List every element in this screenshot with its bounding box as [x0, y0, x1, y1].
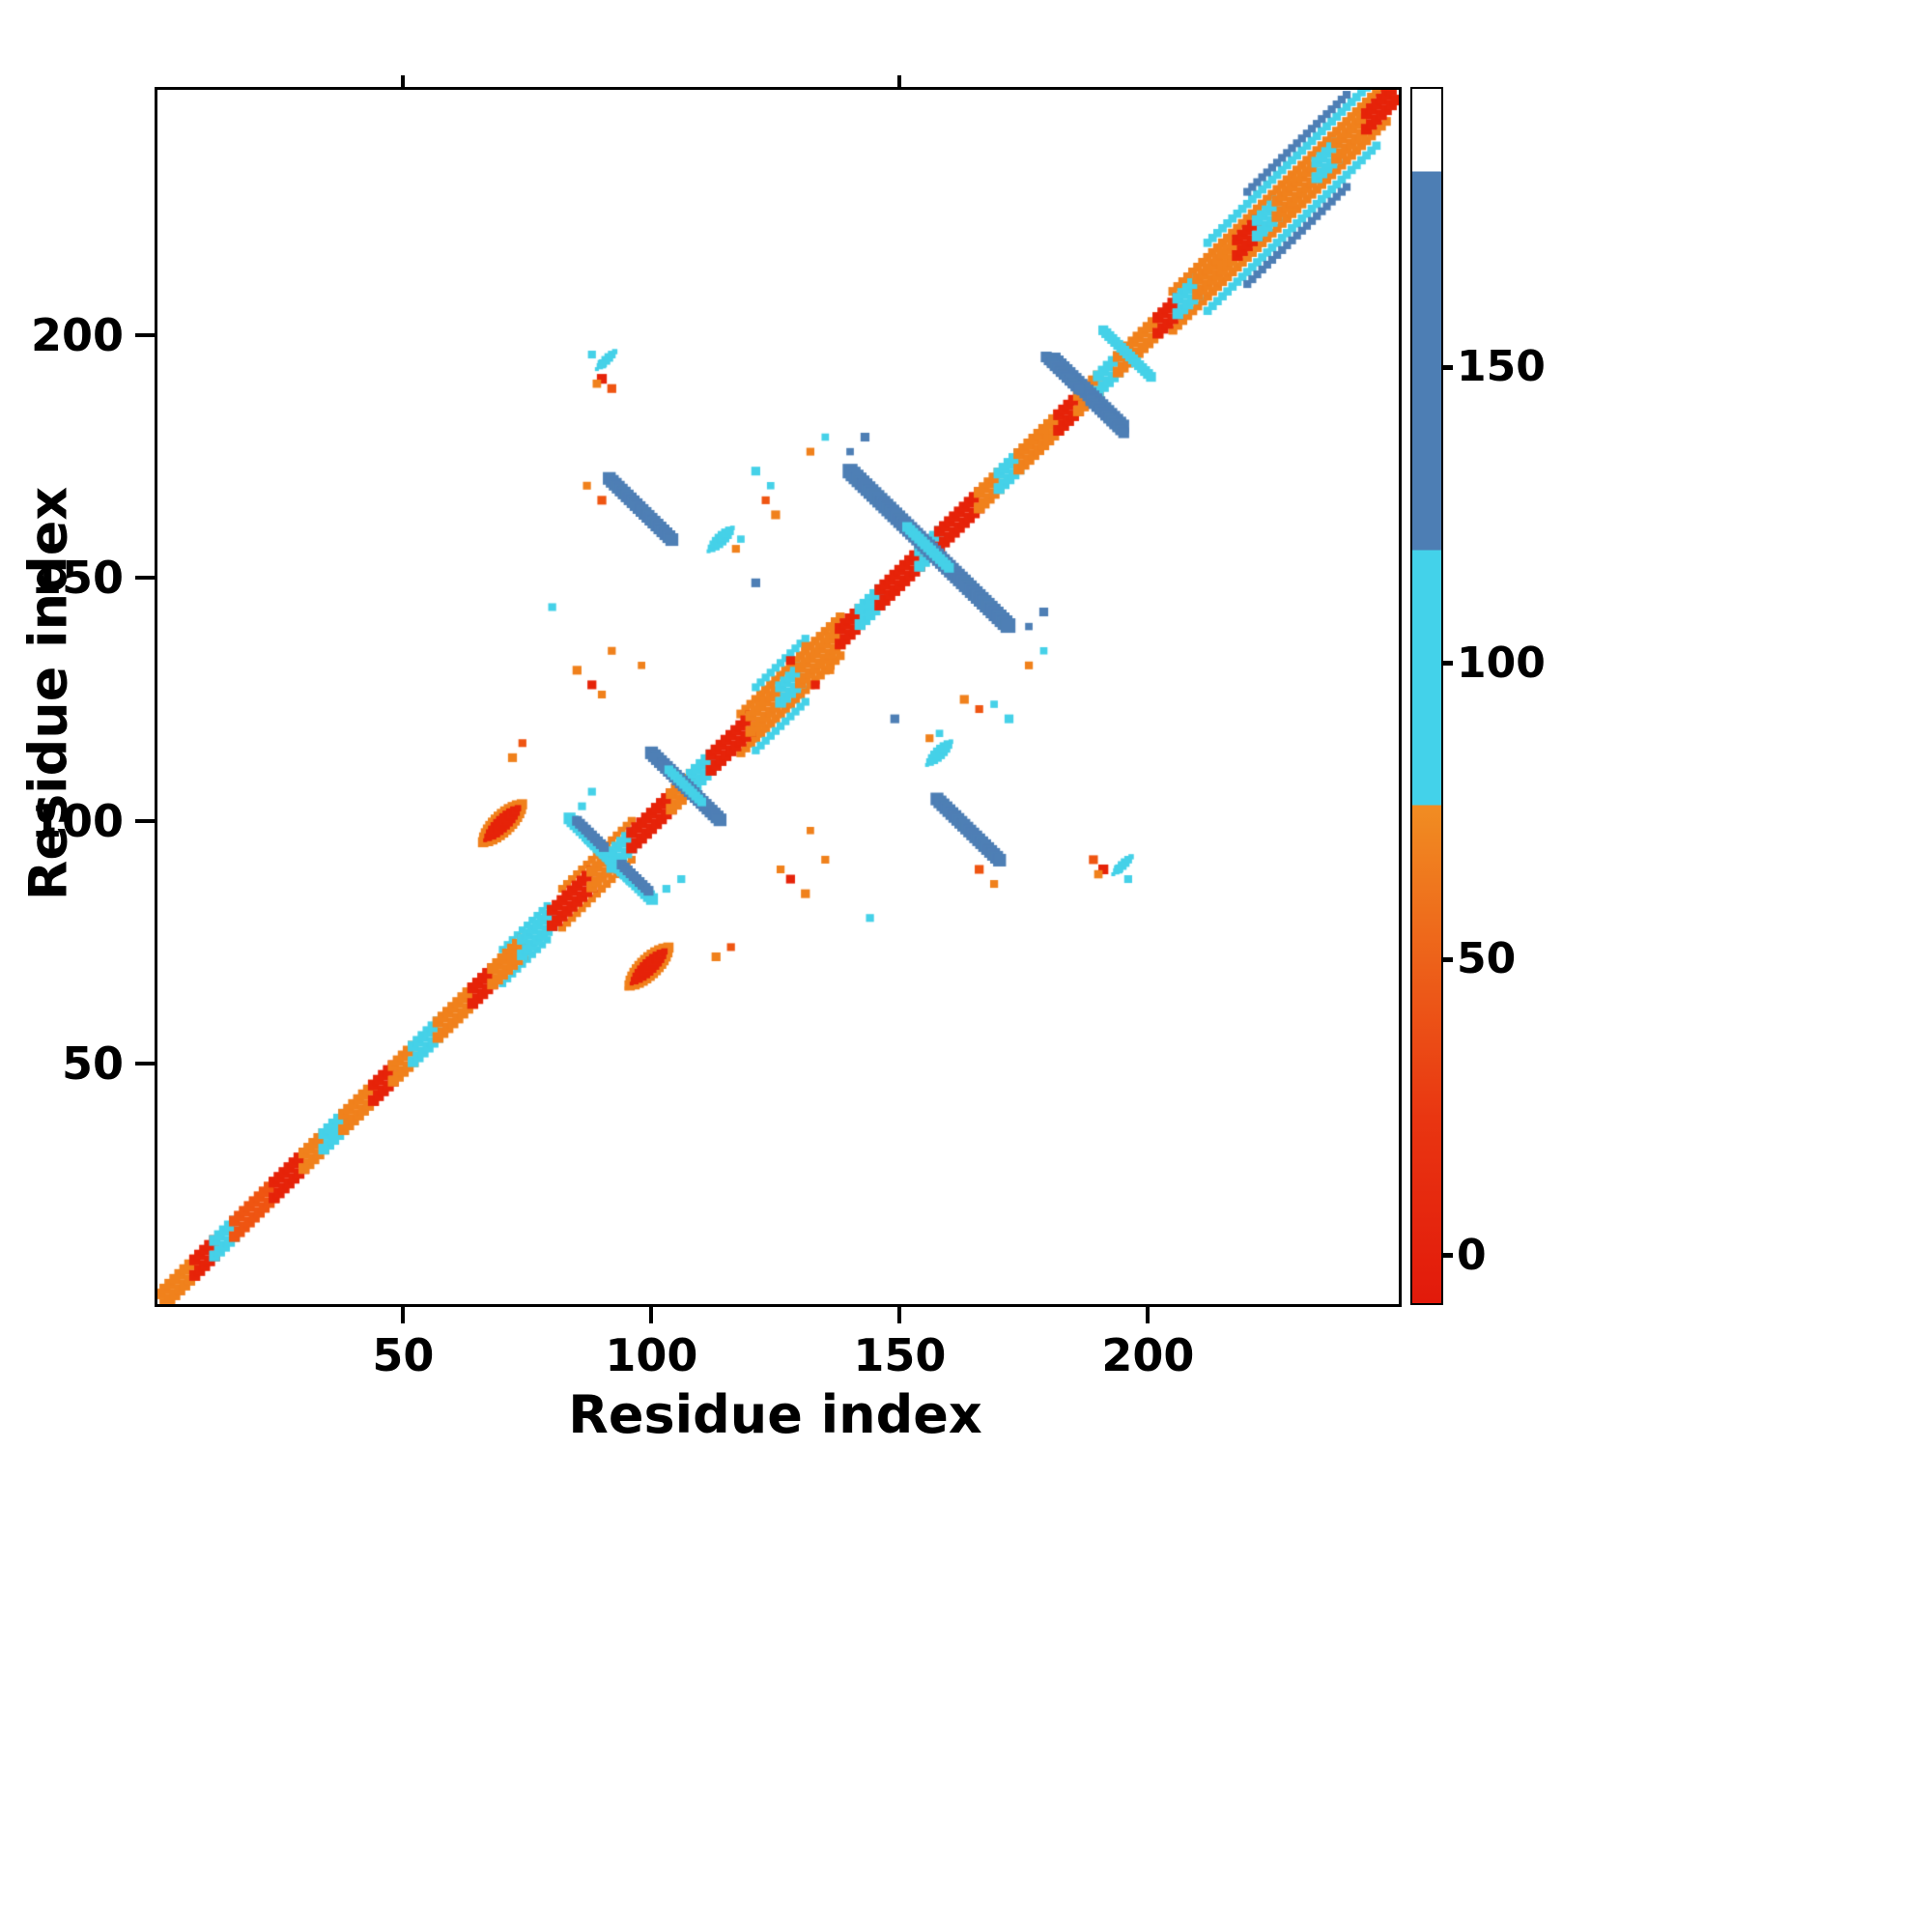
y-tick-label: 200 — [30, 308, 124, 361]
x-axis-label: Residue index — [568, 1384, 982, 1445]
colorbar-tick-mark — [1441, 661, 1453, 667]
colorbar-tick-mark — [1441, 1253, 1453, 1259]
y-tick-mark — [135, 576, 155, 581]
x-tick-label: 150 — [853, 1329, 947, 1381]
y-tick-label: 100 — [30, 794, 124, 847]
y-tick-mark — [135, 818, 155, 823]
x-tick-label: 100 — [605, 1329, 698, 1381]
colorbar-tick-mark — [1441, 956, 1453, 962]
x-top-tick-mark — [897, 75, 902, 87]
colorbar-tick-mark — [1441, 364, 1453, 370]
x-tick-label: 200 — [1101, 1329, 1195, 1381]
colorbar-tick-label: 150 — [1457, 342, 1546, 392]
x-tick-mark — [401, 1304, 406, 1323]
colorbar: 0 50 100 150 — [1410, 87, 1546, 1305]
y-axis-label: Residue index — [17, 486, 79, 901]
x-tick-mark — [649, 1304, 654, 1323]
y-tick-label: 50 — [61, 1037, 124, 1091]
x-top-tick-mark — [401, 75, 406, 87]
y-tick-mark — [135, 1062, 155, 1066]
x-tick-mark — [1146, 1304, 1151, 1323]
contact-map-canvas — [157, 90, 1399, 1304]
x-tick-mark — [897, 1304, 902, 1323]
y-tick-mark — [135, 332, 155, 337]
colorbar-tick-label: 100 — [1457, 638, 1546, 688]
y-tick-label: 150 — [30, 552, 124, 605]
x-tick-label: 50 — [372, 1329, 435, 1381]
colorbar-tick-label: 0 — [1457, 1230, 1487, 1280]
colorbar-tick-label: 50 — [1457, 934, 1517, 984]
plot-area: 50 100 150 200 50 100 150 200 — [31, 75, 1402, 1378]
